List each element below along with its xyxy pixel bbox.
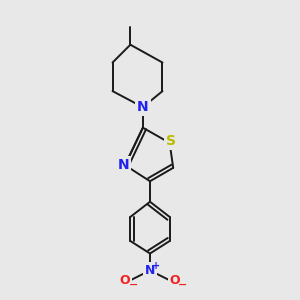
Text: N: N bbox=[117, 158, 129, 172]
Text: N: N bbox=[137, 100, 149, 114]
Text: −: − bbox=[128, 280, 138, 290]
Text: S: S bbox=[167, 134, 176, 148]
Text: −: − bbox=[178, 280, 188, 290]
Text: O: O bbox=[120, 274, 130, 287]
Text: +: + bbox=[152, 261, 160, 271]
Text: O: O bbox=[170, 274, 180, 287]
Text: N: N bbox=[145, 264, 155, 277]
